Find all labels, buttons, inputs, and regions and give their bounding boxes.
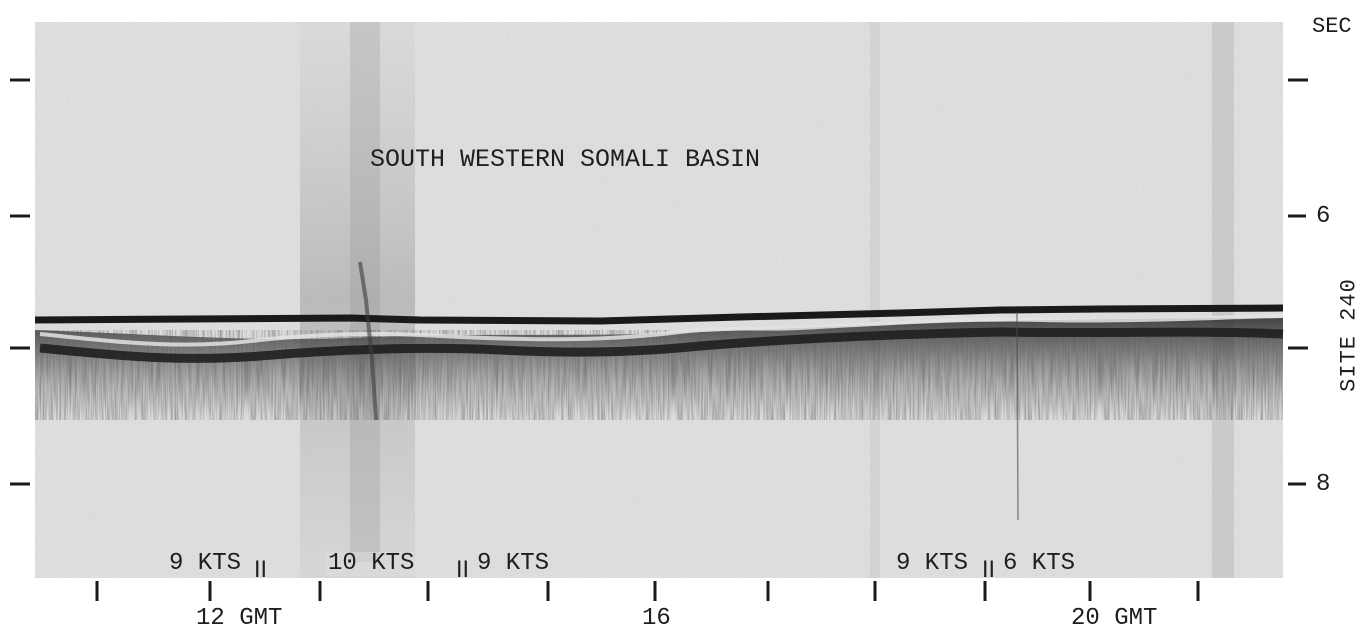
record-title: SOUTH WESTERN SOMALI BASIN (370, 145, 761, 174)
depth-unit-label: SEC (1312, 14, 1352, 39)
speed-break-mark: II (982, 558, 995, 583)
speed-label: 9 KTS (474, 552, 553, 576)
sub-bottom-reflector (39, 327, 1284, 363)
speed-break-mark: II (456, 558, 469, 583)
seafloor-reflector-light-band (39, 314, 1284, 347)
seafloor-reflector (34, 304, 1284, 325)
speed-label: 10 KTS (325, 552, 418, 576)
column-disturbance (358, 261, 378, 421)
time-axis-ticks (95, 581, 1200, 601)
speed-break-mark: II (254, 558, 267, 583)
noise-column (300, 22, 415, 578)
speed-label: 9 KTS (166, 552, 245, 576)
time-label-20gmt: 20 GMT (1071, 605, 1158, 632)
depth-label-6: 6 (1316, 203, 1331, 230)
speed-label: 6 KTS (1000, 552, 1079, 576)
time-label-12gmt: 12 GMT (196, 605, 283, 632)
noise-column (870, 22, 880, 578)
left-depth-ticks (10, 78, 30, 486)
depth-label-8: 8 (1316, 471, 1331, 498)
trace-line (1016, 311, 1019, 521)
site-label: SITE 240 (1336, 278, 1362, 392)
right-depth-ticks (1288, 78, 1308, 486)
record-grain (35, 22, 1283, 578)
time-label-16: 16 (642, 605, 671, 632)
speed-label: 9 KTS (893, 552, 972, 576)
noise-column (1212, 22, 1234, 578)
